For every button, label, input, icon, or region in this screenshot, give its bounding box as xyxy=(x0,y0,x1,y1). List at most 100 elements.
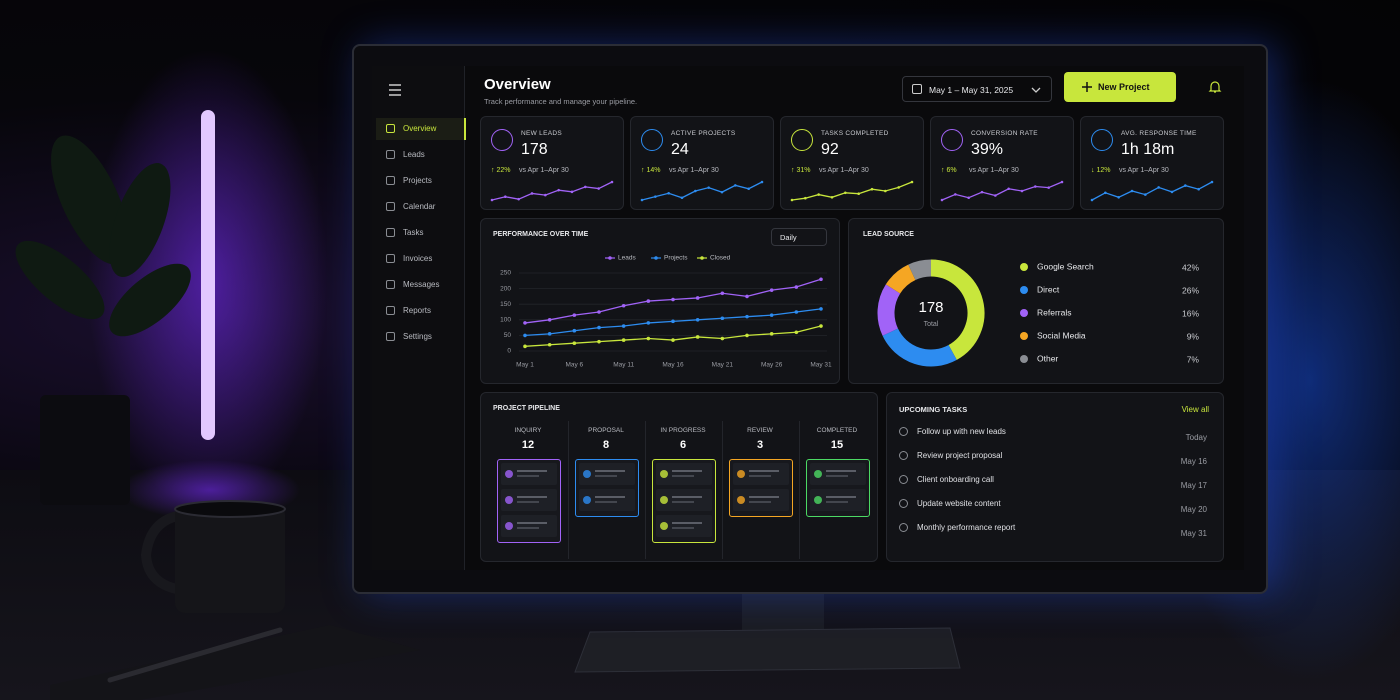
placeholder-line xyxy=(595,501,617,503)
placeholder-line xyxy=(672,475,694,477)
nav-item[interactable]: Calendar xyxy=(376,196,464,218)
pipeline-column: IN PROGRESS 6 xyxy=(645,421,720,559)
pipeline-column: PROPOSAL 8 xyxy=(568,421,643,559)
sparkline-point xyxy=(734,184,737,187)
nav-item[interactable]: Leads xyxy=(376,144,464,166)
task-checkbox[interactable] xyxy=(899,499,908,508)
placeholder-line xyxy=(749,475,771,477)
sparkline-point xyxy=(1210,180,1214,184)
sparkline-point xyxy=(1090,198,1094,202)
series-point xyxy=(769,288,774,292)
period-label: Daily xyxy=(780,233,797,242)
nav-item[interactable]: Projects xyxy=(376,170,464,192)
nav-item[interactable]: Tasks xyxy=(376,222,464,244)
line-chart: 0 50 100 150 200 250 May 1 May 6 May 11 May 16 May… xyxy=(500,255,832,369)
nav-icon xyxy=(386,202,395,211)
series-point xyxy=(621,324,626,328)
nav-item[interactable]: Settings xyxy=(376,326,464,348)
sparkline-point xyxy=(517,197,520,201)
kpi-comparison: vs Apr 1–Apr 30 xyxy=(669,167,719,174)
kpi-value: 24 xyxy=(671,141,689,158)
placeholder-line xyxy=(749,496,779,498)
sparkline-point xyxy=(610,180,614,184)
sparkline-path xyxy=(941,181,1063,201)
period-dropdown[interactable]: Daily xyxy=(771,228,827,246)
series-point xyxy=(621,303,626,308)
task-checkbox[interactable] xyxy=(899,475,908,484)
screen: Overview Leads Projects Calendar Tasks Invoic… xyxy=(372,66,1244,570)
donut-segment xyxy=(885,264,916,294)
stage-count: 12 xyxy=(521,439,535,451)
nav-item[interactable]: Overview xyxy=(376,118,466,140)
new-project-button[interactable]: New Project xyxy=(1064,72,1176,102)
plus-icon xyxy=(1082,82,1092,92)
kpi-card: NEW LEADS 178 ↑ 22% vs Apr 1–Apr 30 xyxy=(480,116,624,210)
task-date: May 17 xyxy=(1180,481,1207,490)
sparkline-point xyxy=(570,190,574,194)
series-point xyxy=(745,294,749,299)
kpi-label: CONVERSION RATE xyxy=(971,130,1038,137)
view-all-link[interactable]: View all xyxy=(1181,405,1209,414)
kpi-change: ↑ 22% xyxy=(491,167,511,174)
x-tick-label: May 31 xyxy=(810,362,832,369)
task-checkbox[interactable] xyxy=(899,451,908,460)
stage-cards xyxy=(806,459,870,517)
sparkline-point xyxy=(870,187,874,191)
chevron-line xyxy=(1031,87,1041,93)
bell-icon[interactable] xyxy=(1208,80,1222,94)
legend-label: Direct xyxy=(1037,284,1060,294)
series-point xyxy=(671,338,675,342)
sparkline xyxy=(640,180,764,202)
nav-item[interactable]: Invoices xyxy=(376,248,464,270)
sparkline-point xyxy=(584,185,587,189)
sparkline-point xyxy=(1060,180,1064,184)
nav-label: Leads xyxy=(403,150,425,159)
kpi-icon xyxy=(641,129,663,151)
placeholder-line xyxy=(517,501,539,503)
nav-label: Invoices xyxy=(403,254,433,263)
date-picker[interactable]: May 1 – May 31, 2025 xyxy=(902,76,1052,102)
plus-path xyxy=(1082,82,1092,92)
placeholder-line xyxy=(672,522,702,524)
nav-icon xyxy=(386,332,395,341)
sparkline-point xyxy=(760,180,764,184)
nav-item[interactable]: Messages xyxy=(376,274,464,296)
x-tick-label: May 16 xyxy=(662,362,684,369)
sidebar: Overview Leads Projects Calendar Tasks Invoic… xyxy=(372,66,466,570)
nav-icon xyxy=(386,228,395,237)
series-point xyxy=(572,313,577,317)
sparkline-point xyxy=(857,192,860,195)
series-point xyxy=(523,344,527,349)
stage-count: 8 xyxy=(602,439,610,451)
legend-dot xyxy=(1020,332,1028,340)
stage-cards xyxy=(652,459,716,543)
task-text: Update website content xyxy=(917,499,1001,508)
sparkline-point xyxy=(1130,189,1134,193)
task-card xyxy=(810,463,866,485)
placeholder-line xyxy=(826,470,856,472)
pipeline-column: COMPLETED 15 xyxy=(799,421,874,559)
value-label: 9% xyxy=(1187,331,1200,341)
sparkline-path xyxy=(791,181,913,201)
placeholder-line xyxy=(749,501,771,503)
kpi-value: 39% xyxy=(971,141,1004,158)
value-label: 7% xyxy=(1187,354,1200,364)
task-checkbox[interactable] xyxy=(899,523,908,532)
task-card xyxy=(501,489,557,511)
stage-name: REVIEW xyxy=(747,427,773,434)
legend-label: Closed xyxy=(710,255,731,262)
legend-dot xyxy=(700,256,704,260)
stage-name: COMPLETED xyxy=(816,427,858,434)
task-date: May 20 xyxy=(1180,505,1207,514)
sparkline-point xyxy=(530,192,534,195)
task-checkbox[interactable] xyxy=(899,427,908,436)
task-date: May 31 xyxy=(1180,529,1207,538)
legend-dot xyxy=(1020,309,1028,317)
nav-item[interactable]: Reports xyxy=(376,300,464,322)
series-point xyxy=(671,319,675,324)
nav-label: Overview xyxy=(403,124,437,133)
kpi-icon xyxy=(491,129,513,151)
placeholder-line xyxy=(517,475,539,477)
value-label: 42% xyxy=(1182,262,1199,272)
sparkline-point xyxy=(667,191,670,195)
